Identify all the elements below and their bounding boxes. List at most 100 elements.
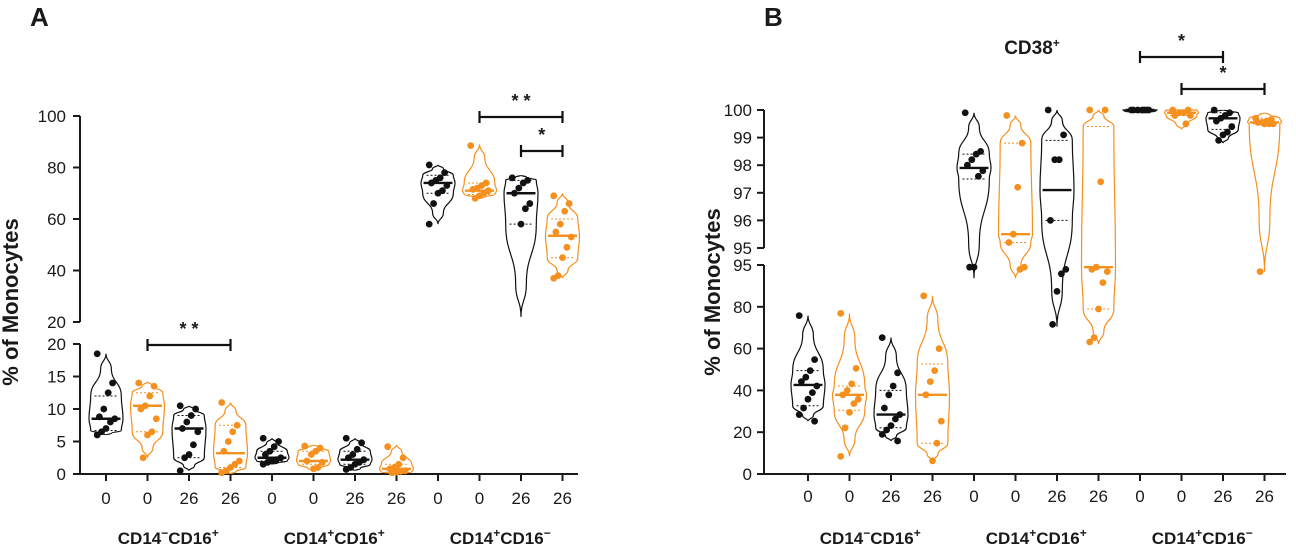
significance-bracket: * — [1180, 63, 1266, 95]
x-category-label: 0 — [1135, 487, 1144, 506]
data-point — [233, 421, 241, 429]
violin-0 — [88, 350, 124, 439]
data-point — [887, 422, 895, 429]
data-point — [1053, 288, 1061, 295]
data-point — [1090, 334, 1098, 341]
data-point — [1261, 120, 1268, 128]
data-point — [550, 192, 558, 200]
significance-bracket: * * — [146, 319, 232, 351]
data-point — [837, 310, 845, 317]
data-point — [1058, 270, 1065, 278]
violin-10 — [1205, 106, 1241, 144]
violin-9 — [461, 142, 498, 202]
data-point — [848, 380, 856, 388]
data-point — [399, 454, 407, 462]
data-point — [1101, 106, 1109, 114]
data-point — [839, 391, 847, 399]
data-point — [1213, 117, 1220, 125]
data-point — [345, 454, 352, 462]
y-axis-label: % of Monocytes — [700, 208, 725, 375]
data-point — [800, 404, 807, 412]
violin-1 — [129, 379, 166, 462]
group-label: CD14−CD16+ — [118, 526, 219, 546]
data-point — [979, 167, 987, 175]
data-point — [1095, 305, 1102, 313]
data-point — [1044, 106, 1052, 114]
data-point — [935, 345, 943, 352]
violin-3 — [914, 292, 951, 465]
violin-6 — [1039, 106, 1075, 328]
y-tick-label: 99 — [733, 129, 752, 148]
data-point — [519, 179, 527, 187]
data-point — [508, 174, 516, 182]
data-point — [1062, 266, 1070, 273]
data-point — [342, 434, 350, 442]
violin-body — [1122, 109, 1158, 114]
violin-2 — [171, 402, 207, 475]
data-point — [522, 205, 529, 213]
data-point — [922, 391, 930, 399]
data-point — [1060, 131, 1067, 139]
data-point — [1215, 136, 1222, 144]
x-category-label: 0 — [845, 487, 854, 506]
y-tick-label: 40 — [733, 381, 752, 400]
y-tick-label: 60 — [733, 340, 752, 359]
data-point — [194, 428, 202, 436]
violin-7 — [378, 443, 415, 477]
data-point — [139, 454, 147, 462]
violin-body — [1039, 109, 1075, 327]
x-category-label: 26 — [1048, 487, 1067, 506]
violin-5 — [997, 112, 1034, 279]
x-category-label: 0 — [309, 489, 318, 508]
data-point — [966, 263, 973, 271]
data-point — [850, 400, 858, 407]
data-point — [1099, 279, 1107, 286]
violin-2 — [873, 334, 909, 445]
data-point — [878, 431, 886, 438]
data-point — [885, 391, 893, 399]
data-point — [467, 142, 475, 150]
violin-body — [873, 337, 909, 442]
y-tick-label: 95 — [733, 256, 752, 275]
data-point — [894, 369, 901, 377]
x-category-label: 0 — [475, 489, 484, 508]
data-point — [559, 254, 566, 262]
x-category-label: 26 — [1089, 487, 1108, 506]
y-tick-label: 15 — [47, 368, 66, 387]
group-label: CD14−CD16+ — [820, 526, 921, 546]
data-point — [1171, 112, 1179, 119]
y-tick-label: 10 — [47, 400, 66, 419]
data-point — [896, 411, 904, 418]
data-point — [176, 467, 184, 475]
x-category-label: 26 — [180, 489, 199, 508]
violin-body — [171, 405, 207, 471]
significance-bracket: * * — [478, 91, 564, 123]
violin-body — [997, 115, 1034, 279]
data-point — [1009, 230, 1017, 238]
significance-label: * — [538, 125, 545, 145]
data-point — [1141, 106, 1148, 114]
data-point — [425, 220, 433, 228]
data-point — [218, 469, 226, 477]
violin-body — [88, 353, 124, 436]
data-point — [259, 460, 267, 468]
data-point — [1210, 106, 1218, 114]
panel-a: A 0 5 10 15 20 20 40 60 80 100 % of Monocytes 0 0 26 2… — [0, 2, 581, 546]
data-point — [262, 451, 269, 458]
violin-7 — [1080, 106, 1117, 346]
y-tick-label: 20 — [47, 335, 66, 354]
data-point — [811, 356, 818, 363]
data-point — [1256, 268, 1264, 275]
data-point — [428, 179, 435, 187]
data-point — [152, 415, 160, 423]
y-tick-label: 100 — [38, 107, 66, 126]
y-tick-label: 80 — [47, 159, 66, 178]
data-point — [192, 405, 200, 413]
data-point — [1086, 106, 1094, 114]
data-point — [179, 425, 186, 432]
violin-body — [914, 295, 951, 461]
data-point — [144, 431, 151, 439]
data-point — [929, 457, 936, 465]
